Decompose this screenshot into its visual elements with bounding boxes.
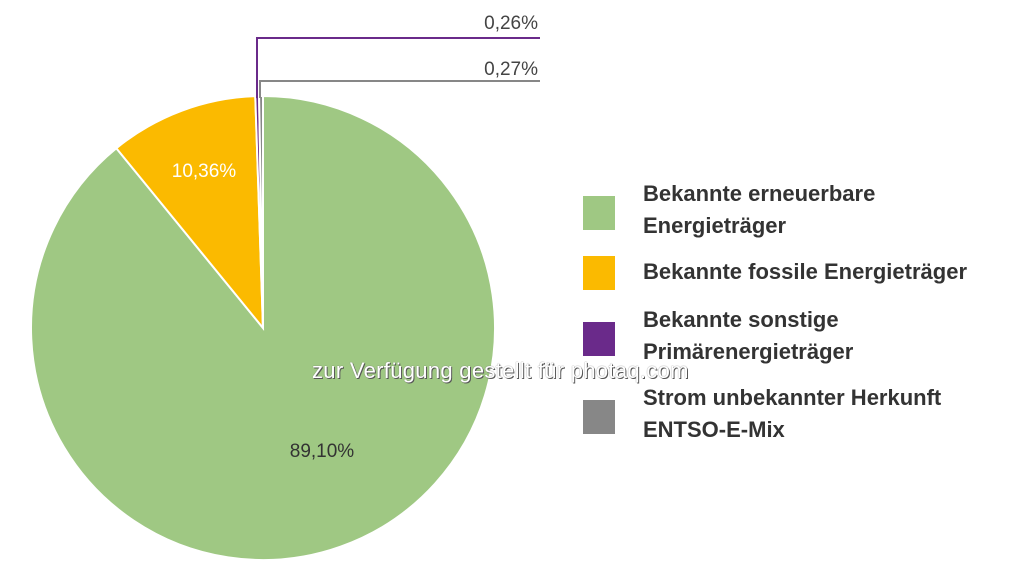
legend-item-fossil: Bekannte fossile Energieträger bbox=[583, 256, 1013, 290]
legend-label-unknown-origin: Strom unbekannter Herkunft ENTSO-E-Mix bbox=[643, 385, 942, 442]
slice-label-other-primary: 0,26% bbox=[484, 13, 538, 34]
legend-label-fossil: Bekannte fossile Energieträger bbox=[643, 259, 968, 284]
slice-fossil bbox=[114, 95, 265, 331]
legend-swatch-unknown-origin bbox=[583, 400, 615, 434]
legend-item-renewable: Bekannte erneuerbare Energieträger bbox=[583, 178, 1013, 242]
slice-label-unknown-origin: 0,27% bbox=[484, 59, 538, 80]
legend-swatch-fossil bbox=[583, 256, 615, 290]
pie-slices bbox=[30, 94, 496, 561]
slice-label-fossil: 10,36% bbox=[172, 161, 237, 182]
legend-item-other-primary: Bekannte sonstige Primärenergieträger bbox=[583, 304, 1013, 368]
slice-label-renewable: 89,10% bbox=[290, 441, 355, 462]
chart-legend: Bekannte erneuerbare Energieträger Bekan… bbox=[583, 178, 1013, 460]
legend-item-unknown-origin: Strom unbekannter Herkunft ENTSO-E-Mix bbox=[583, 382, 1013, 446]
slice-label-unknown-origin-leader-line bbox=[259, 80, 540, 99]
watermark-text: zur Verfügung gestellt für photaq.com bbox=[312, 358, 689, 383]
slice-label-other-primary-leader-line bbox=[256, 37, 540, 99]
legend-swatch-renewable bbox=[583, 196, 615, 230]
legend-label-other-primary: Bekannte sonstige Primärenergieträger bbox=[643, 307, 854, 364]
slice-labels: 89,10% 10,36% 0,26% 0,27% bbox=[172, 13, 540, 462]
legend-label-renewable: Bekannte erneuerbare Energieträger bbox=[643, 181, 876, 238]
legend-swatch-other-primary bbox=[583, 322, 615, 356]
